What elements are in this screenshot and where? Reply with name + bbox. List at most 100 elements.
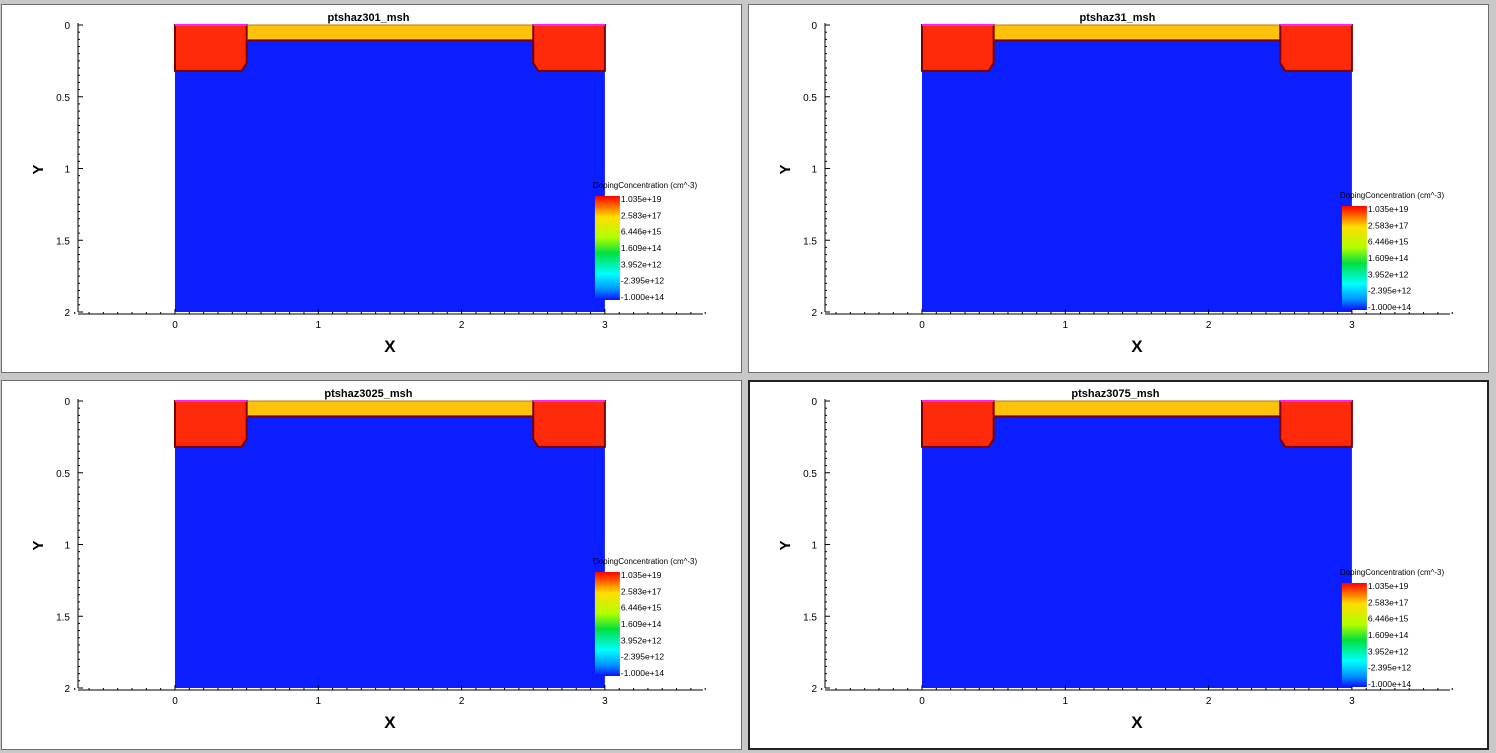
x-tick-label: 0 <box>172 320 178 331</box>
colorbar <box>594 572 620 676</box>
source-region <box>174 400 248 448</box>
plot-title: ptshaz3075_msh <box>1071 388 1159 400</box>
y-tick-label: 0.5 <box>803 469 817 480</box>
x-tick-label: 2 <box>459 696 465 707</box>
colorbar-label: 2.583e+17 <box>1368 597 1409 607</box>
y-tick-label: 0.5 <box>56 93 70 104</box>
drain-region <box>532 24 606 72</box>
colorbar-label: -1.000e+14 <box>1368 302 1412 312</box>
drain-region <box>1279 24 1353 72</box>
y-tick-label: 1.5 <box>56 236 70 247</box>
y-tick-label: 0.5 <box>803 93 817 104</box>
y-tick-label: 1 <box>64 165 70 176</box>
colorbar-label: -2.395e+12 <box>1368 286 1412 296</box>
colorbar-label: 2.583e+17 <box>621 210 662 220</box>
x-tick-label: 3 <box>602 320 608 331</box>
x-tick-label: 3 <box>1349 320 1355 331</box>
y-tick-label: 2 <box>64 308 70 319</box>
substrate-region <box>175 39 605 312</box>
y-tick-label: 1.5 <box>803 612 817 623</box>
y-tick-label: 0 <box>64 21 70 32</box>
x-tick-label: 3 <box>1349 696 1355 707</box>
colorbar-label: -1.000e+14 <box>621 292 665 302</box>
y-tick-label: 1 <box>811 165 817 176</box>
source-region <box>174 24 248 72</box>
colorbar-label: 1.035e+19 <box>621 194 662 204</box>
legend-title: DopingConcentration (cm^-3) <box>593 557 698 566</box>
x-tick-label: 2 <box>459 320 465 331</box>
colorbar-label: 1.609e+14 <box>621 243 662 253</box>
drain-region <box>1279 400 1353 448</box>
colorbar-label: 6.446e+15 <box>621 603 662 613</box>
oxide-layer <box>993 401 1281 416</box>
y-tick-label: 1 <box>64 541 70 552</box>
drain-region <box>532 400 606 448</box>
x-axis-label: X <box>1131 337 1143 356</box>
y-axis-label: Y <box>30 164 47 174</box>
colorbar-label: 2.583e+17 <box>621 586 662 596</box>
y-tick-label: 0 <box>64 397 70 408</box>
x-axis-label: X <box>1131 713 1143 732</box>
substrate-region <box>922 415 1352 688</box>
y-tick-label: 1.5 <box>56 612 70 623</box>
colorbar-label: -2.395e+12 <box>621 652 665 662</box>
colorbar-label: 3.952e+12 <box>621 635 662 645</box>
oxide-layer <box>993 25 1281 40</box>
colorbar-label: 6.446e+15 <box>621 227 662 237</box>
x-tick-label: 0 <box>919 696 925 707</box>
x-tick-label: 1 <box>1063 696 1069 707</box>
plot-title: ptshaz31_msh <box>1080 12 1156 24</box>
oxide-layer <box>246 25 534 40</box>
x-tick-label: 1 <box>316 696 322 707</box>
colorbar-label: 3.952e+12 <box>1368 269 1409 279</box>
y-tick-label: 0 <box>811 397 817 408</box>
colorbar <box>1341 583 1367 687</box>
x-axis-label: X <box>384 337 396 356</box>
x-tick-label: 3 <box>602 696 608 707</box>
plot-title: ptshaz301_msh <box>327 12 409 24</box>
y-tick-label: 2 <box>64 684 70 695</box>
colorbar-label: 6.446e+15 <box>1368 614 1409 624</box>
colorbar-label: 2.583e+17 <box>1368 220 1409 230</box>
x-tick-label: 0 <box>919 320 925 331</box>
colorbar-label: 6.446e+15 <box>1368 237 1409 247</box>
colorbar-label: 3.952e+12 <box>1368 646 1409 656</box>
source-region <box>921 400 995 448</box>
x-tick-label: 1 <box>1063 320 1069 331</box>
colorbar-label: -1.000e+14 <box>621 668 665 678</box>
colorbar-label: -2.395e+12 <box>1368 663 1412 673</box>
y-axis-label: Y <box>777 164 794 174</box>
colorbar-label: 1.609e+14 <box>1368 630 1409 640</box>
x-tick-label: 0 <box>172 696 178 707</box>
y-tick-label: 1 <box>811 541 817 552</box>
plot-title: ptshaz3025_msh <box>324 388 412 400</box>
source-region <box>921 24 995 72</box>
y-tick-label: 0.5 <box>56 469 70 480</box>
legend-title: DopingConcentration (cm^-3) <box>1340 191 1445 200</box>
oxide-layer <box>246 401 534 416</box>
colorbar-label: -2.395e+12 <box>621 276 665 286</box>
substrate-region <box>922 39 1352 312</box>
y-axis-label: Y <box>777 540 794 550</box>
colorbar <box>1341 206 1367 310</box>
colorbar-label: 3.952e+12 <box>621 259 662 269</box>
colorbar <box>594 196 620 300</box>
legend-title: DopingConcentration (cm^-3) <box>1340 568 1445 577</box>
colorbar-label: 1.609e+14 <box>1368 253 1409 263</box>
substrate-region <box>175 415 605 688</box>
legend-title: DopingConcentration (cm^-3) <box>593 181 698 190</box>
colorbar-label: 1.035e+19 <box>1368 204 1409 214</box>
y-tick-label: 0 <box>811 21 817 32</box>
y-tick-label: 2 <box>811 308 817 319</box>
y-tick-label: 1.5 <box>803 236 817 247</box>
y-axis-label: Y <box>30 540 47 550</box>
colorbar-label: -1.000e+14 <box>1368 679 1412 689</box>
